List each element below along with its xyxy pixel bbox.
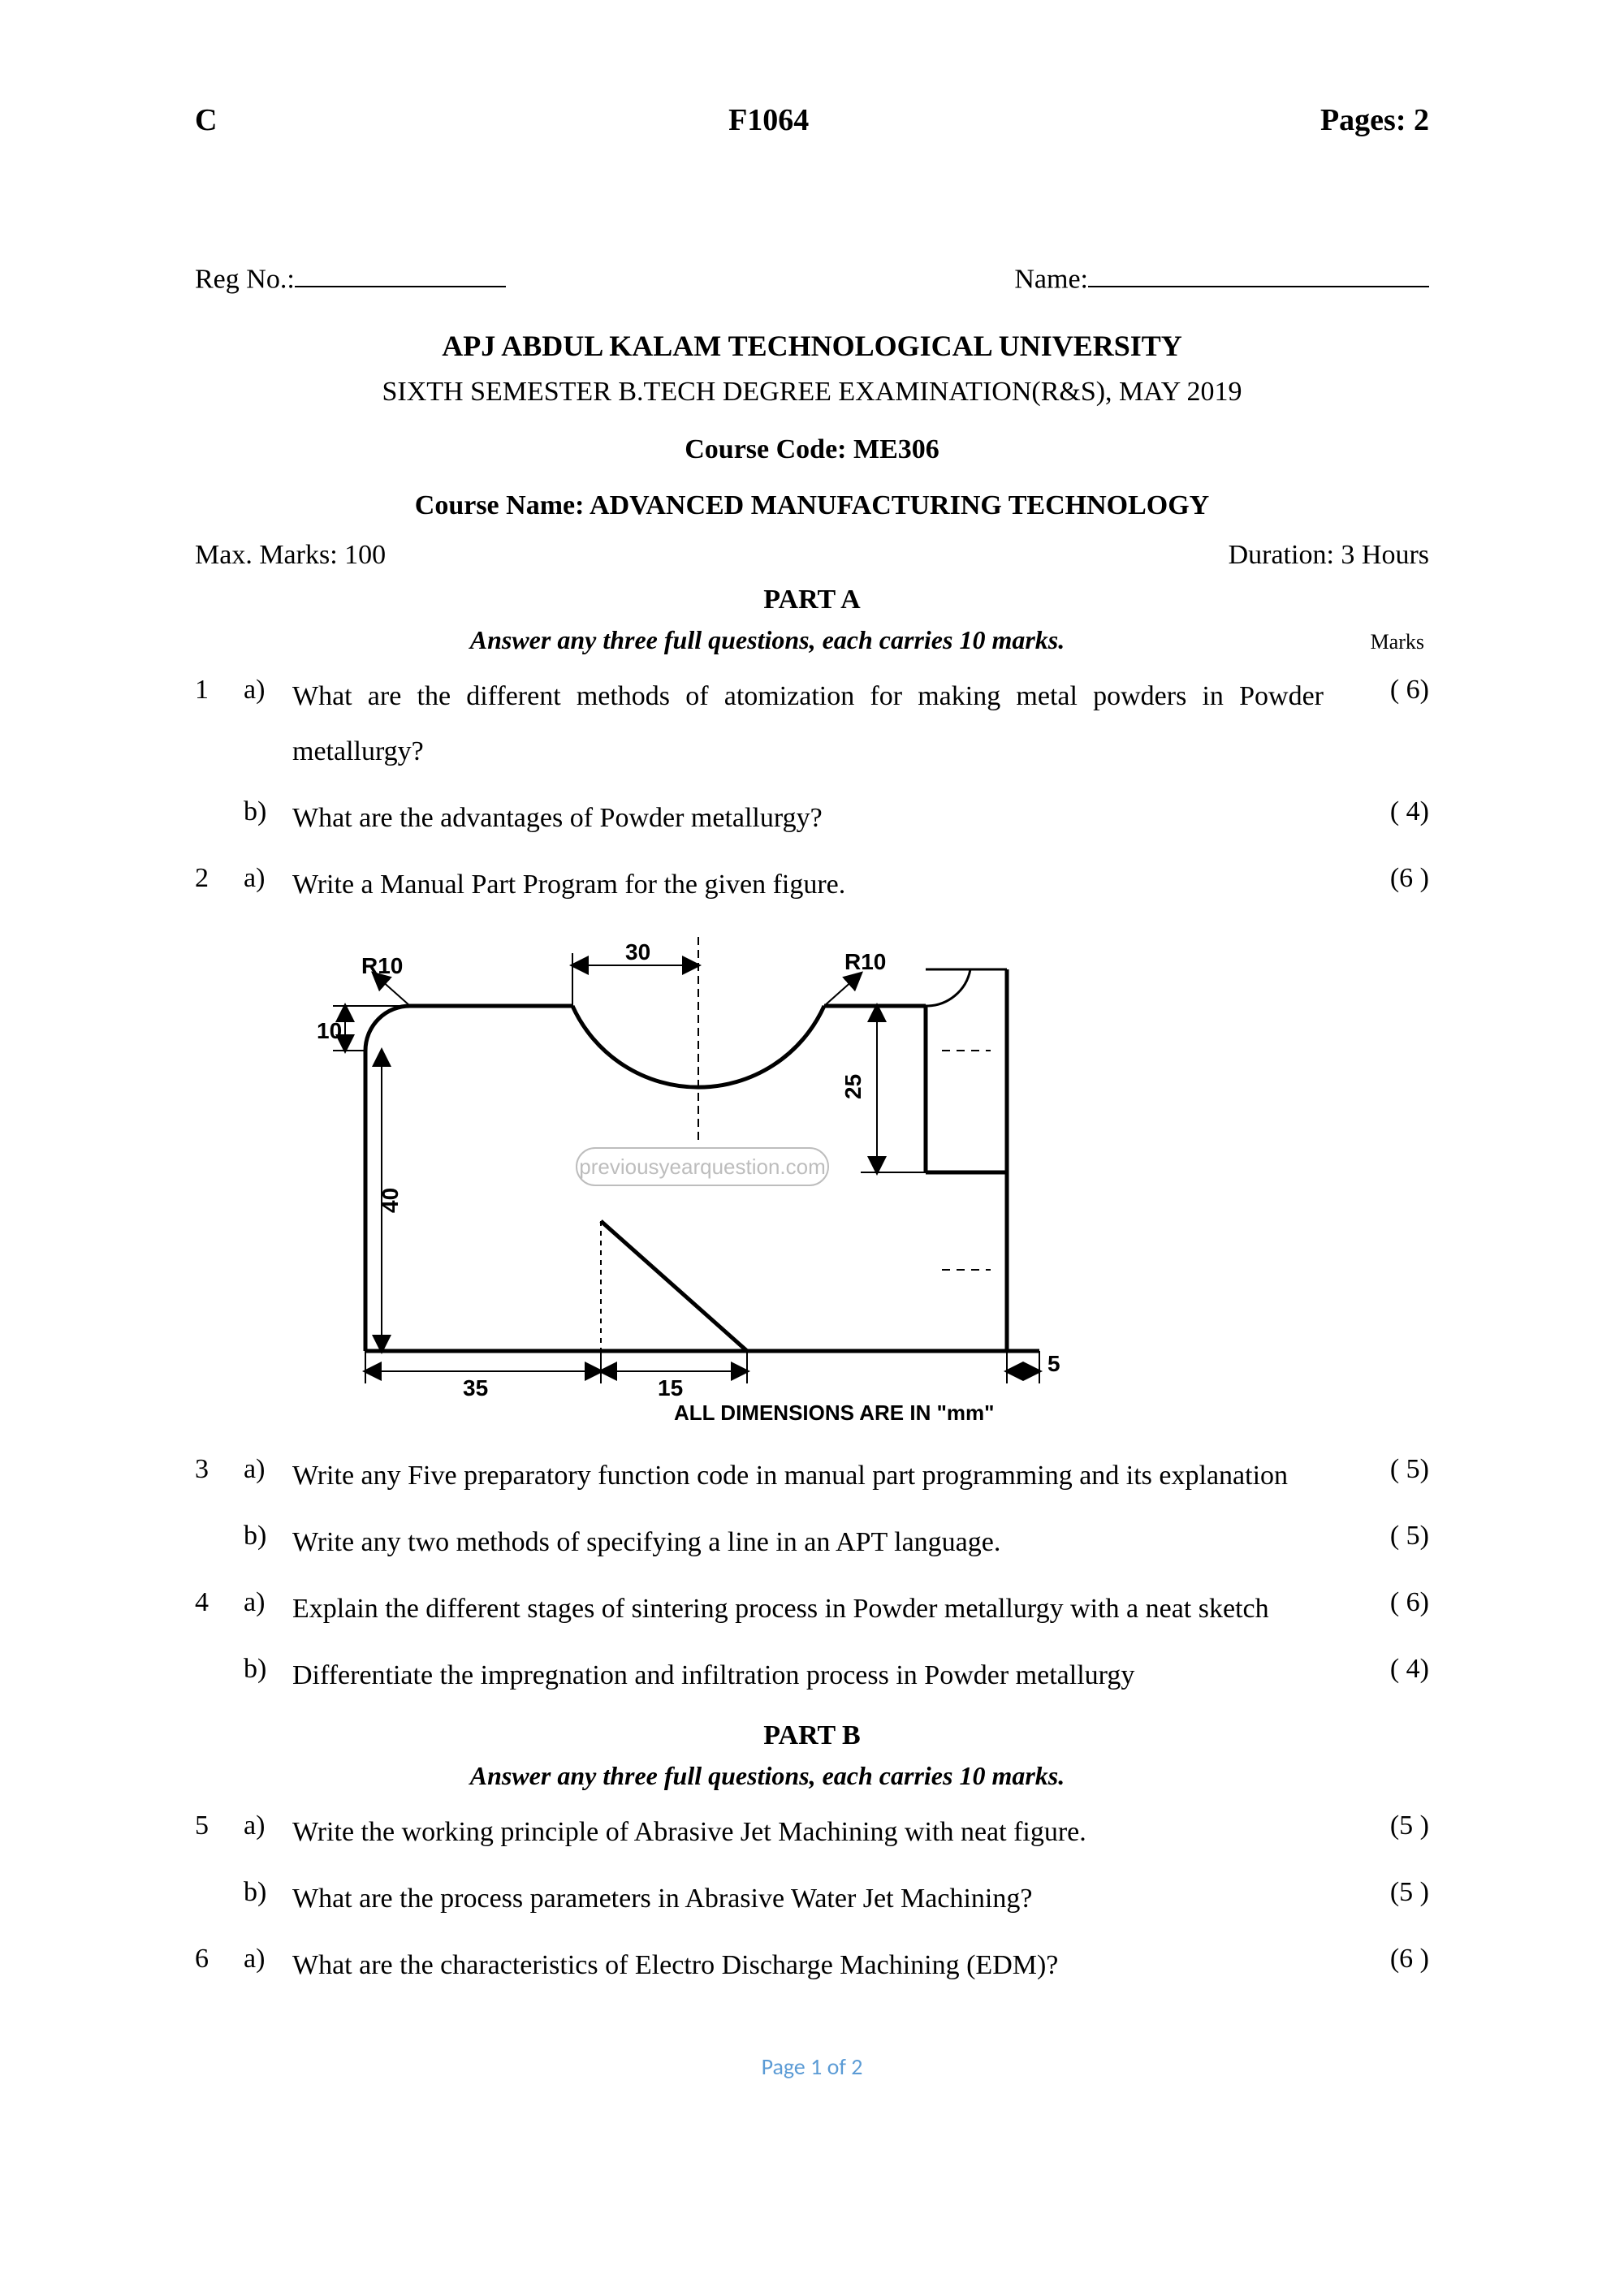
question-number: 2 <box>195 857 244 899</box>
question-text: What are the advantages of Powder metall… <box>292 791 1340 846</box>
name-label: Name: <box>1014 264 1088 294</box>
part-b-instruction: Answer any three full questions, each ca… <box>195 1756 1340 1795</box>
question-sub: a) <box>244 1448 292 1490</box>
watermark-text: previousyearquestion.com <box>579 1154 826 1179</box>
question-text: Write any two methods of specifying a li… <box>292 1515 1340 1570</box>
question-row: 2 a) Write a Manual Part Program for the… <box>195 857 1429 913</box>
dim-40: 40 <box>378 1188 403 1213</box>
question-sub: a) <box>244 669 292 710</box>
header-left: C <box>195 97 217 144</box>
exam-line: SIXTH SEMESTER B.TECH DEGREE EXAMINATION… <box>195 371 1429 412</box>
question-marks: ( 6) <box>1340 669 1429 710</box>
question-number: 3 <box>195 1448 244 1490</box>
part-a-instruction-row: Answer any three full questions, each ca… <box>195 620 1429 659</box>
question-marks: ( 5) <box>1340 1515 1429 1556</box>
reg-no: Reg No.: <box>195 257 506 300</box>
title-block: APJ ABDUL KALAM TECHNOLOGICAL UNIVERSITY… <box>195 324 1429 526</box>
question-text: What are the process parameters in Abras… <box>292 1871 1340 1927</box>
part-drawing-svg: previousyearquestion.com 30 R10 R10 10 4… <box>292 929 1104 1424</box>
reg-label: Reg No.: <box>195 264 295 294</box>
header-right: Pages: 2 <box>1320 97 1429 144</box>
question-text: Differentiate the impregnation and infil… <box>292 1648 1340 1703</box>
question-row: 1 a) What are the different methods of a… <box>195 669 1429 779</box>
question-text: Write the working principle of Abrasive … <box>292 1805 1340 1860</box>
question-number: 5 <box>195 1805 244 1846</box>
question-marks: (6 ) <box>1340 857 1429 899</box>
course-code: Course Code: ME306 <box>195 429 1429 470</box>
question-sub: a) <box>244 1582 292 1623</box>
question-number: 1 <box>195 669 244 710</box>
page-header: C F1064 Pages: 2 <box>195 97 1429 144</box>
question-row: 3 a) Write any Five preparatory function… <box>195 1448 1429 1504</box>
question-text: Write any Five preparatory function code… <box>292 1448 1340 1504</box>
question-marks: ( 6) <box>1340 1582 1429 1623</box>
reg-underline <box>295 257 506 287</box>
question-text: Write a Manual Part Program for the give… <box>292 857 1340 913</box>
reg-name-row: Reg No.: Name: <box>195 257 1429 300</box>
max-marks: Max. Marks: 100 <box>195 534 386 576</box>
dim-10: 10 <box>317 1018 342 1043</box>
question-text: What are the different methods of atomiz… <box>292 669 1340 779</box>
question-marks: (5 ) <box>1340 1871 1429 1913</box>
question-row: b) Write any two methods of specifying a… <box>195 1515 1429 1570</box>
question-marks: ( 4) <box>1340 791 1429 832</box>
question-sub: a) <box>244 857 292 899</box>
university-name: APJ ABDUL KALAM TECHNOLOGICAL UNIVERSITY <box>195 324 1429 368</box>
marks-duration-row: Max. Marks: 100 Duration: 3 Hours <box>195 534 1429 576</box>
header-center: F1064 <box>728 97 809 144</box>
name-block: Name: <box>1014 257 1429 300</box>
question-row: 5 a) Write the working principle of Abra… <box>195 1805 1429 1860</box>
question-sub: b) <box>244 1648 292 1690</box>
question-marks: (6 ) <box>1340 1938 1429 1979</box>
part-a-heading: PART A <box>195 579 1429 620</box>
part-b-instruction-row: Answer any three full questions, each ca… <box>195 1756 1429 1795</box>
question-sub: a) <box>244 1938 292 1979</box>
page-footer: Page 1 of 2 <box>195 2050 1429 2084</box>
question-number: 4 <box>195 1582 244 1623</box>
question-marks: ( 5) <box>1340 1448 1429 1490</box>
question-row: b) What are the advantages of Powder met… <box>195 791 1429 846</box>
question-sub: b) <box>244 1515 292 1556</box>
question-row: 4 a) Explain the different stages of sin… <box>195 1582 1429 1637</box>
question-marks: (5 ) <box>1340 1805 1429 1846</box>
dim-r10-right: R10 <box>844 949 886 974</box>
course-name: Course Name: ADVANCED MANUFACTURING TECH… <box>195 485 1429 526</box>
dim-5: 5 <box>1047 1351 1060 1376</box>
dim-15: 15 <box>658 1375 683 1400</box>
name-underline <box>1088 257 1429 287</box>
question-text: What are the characteristics of Electro … <box>292 1938 1340 1993</box>
question-row: b) What are the process parameters in Ab… <box>195 1871 1429 1927</box>
dim-25: 25 <box>840 1074 866 1099</box>
question-sub: b) <box>244 791 292 832</box>
figure-note: ALL DIMENSIONS ARE IN "mm" <box>674 1400 994 1424</box>
question-marks: ( 4) <box>1340 1648 1429 1690</box>
question-number: 6 <box>195 1938 244 1979</box>
question-row: b) Differentiate the impregnation and in… <box>195 1648 1429 1703</box>
dim-35: 35 <box>463 1375 488 1400</box>
dim-30: 30 <box>625 939 650 965</box>
question-figure: previousyearquestion.com 30 R10 R10 10 4… <box>292 929 1429 1424</box>
duration: Duration: 3 Hours <box>1229 534 1429 576</box>
part-a-instruction: Answer any three full questions, each ca… <box>195 620 1340 659</box>
part-b-heading: PART B <box>195 1715 1429 1756</box>
question-text: Explain the different stages of sinterin… <box>292 1582 1340 1637</box>
question-sub: a) <box>244 1805 292 1846</box>
marks-column-label: Marks <box>1340 626 1429 658</box>
question-sub: b) <box>244 1871 292 1913</box>
dim-r10-left: R10 <box>361 953 403 978</box>
question-row: 6 a) What are the characteristics of Ele… <box>195 1938 1429 1993</box>
